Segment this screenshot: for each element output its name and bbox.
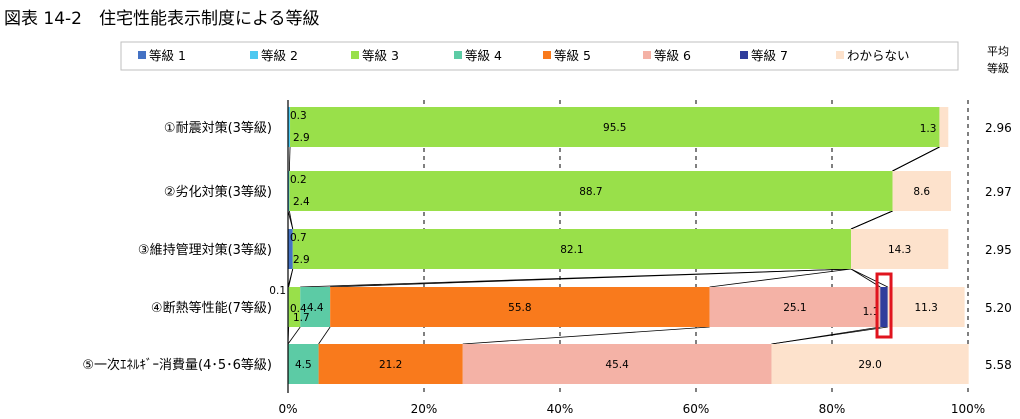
bar-segment [330, 287, 710, 327]
legend-label: 等級 2 [261, 48, 298, 63]
legend-swatch [250, 51, 258, 59]
legend-label: 等級 5 [554, 48, 591, 63]
avg-header: 平均 [987, 45, 1009, 58]
data-label: 45.4 [605, 359, 629, 371]
legend-label: 等級 4 [465, 48, 502, 63]
legend-label: 等級 6 [654, 48, 691, 63]
data-label: 2.9 [293, 254, 310, 266]
category-label: ④断熱等性能(7等級) [151, 300, 272, 316]
data-label: 95.5 [603, 122, 626, 134]
bar-segment [289, 171, 893, 211]
x-tick-label: 80% [819, 402, 846, 416]
bar-segment [288, 107, 291, 147]
legend-swatch [138, 51, 146, 59]
avg-header: 等級 [987, 61, 1009, 75]
series-line [850, 268, 888, 288]
series-line [330, 268, 852, 288]
bar-segment [709, 287, 881, 327]
legend-label: 等級 1 [149, 48, 186, 63]
data-label: 1.3 [920, 123, 937, 135]
legend-swatch [543, 51, 551, 59]
series-line [318, 326, 331, 345]
figure-title: 図表 14-2 住宅性能表示制度による等級 [4, 9, 320, 29]
series-line [288, 210, 294, 230]
data-label: 8.6 [913, 186, 930, 198]
legend-swatch [740, 51, 748, 59]
series-line [892, 146, 940, 172]
legend-label: 等級 3 [362, 48, 399, 63]
data-label: 0.1 [269, 285, 286, 297]
data-label: 4.5 [295, 359, 312, 371]
bar-segment [880, 287, 888, 327]
series-line [462, 326, 710, 345]
bar-segment [292, 229, 852, 269]
bar-segment [939, 107, 949, 147]
bar-segment [771, 344, 969, 384]
data-label: 82.1 [560, 244, 583, 256]
bar-segment [887, 287, 965, 327]
category-label: ⑤一次ｴﾈﾙｷﾞｰ消費量(4･5･6等級) [82, 357, 272, 373]
avg-grade: 5.20 [985, 301, 1012, 315]
data-label: 1.7 [293, 312, 310, 324]
data-label: 55.8 [508, 302, 531, 314]
category-label: ②劣化対策(3等級) [164, 184, 272, 200]
data-label: 21.2 [379, 359, 402, 371]
highlight-box [875, 272, 893, 339]
data-label: 14.3 [888, 244, 911, 256]
data-label: 2.9 [293, 132, 310, 144]
bar-segment [290, 107, 940, 147]
bar-segment [851, 229, 949, 269]
bar-segment [318, 344, 463, 384]
series-line [287, 326, 301, 345]
avg-grade: 2.97 [985, 185, 1012, 199]
legend-label: 等級 7 [751, 48, 788, 63]
data-label: 25.1 [783, 302, 806, 314]
x-tick-label: 100% [951, 402, 985, 416]
legend-swatch [454, 51, 462, 59]
bar-segment [892, 171, 951, 211]
series-line [850, 268, 881, 288]
category-label: ③維持管理対策(3等級) [138, 242, 272, 258]
bar-segment [288, 171, 290, 211]
bar-segment [288, 344, 319, 384]
series-line [288, 146, 291, 172]
data-label: 11.3 [914, 302, 937, 314]
x-tick-label: 60% [683, 402, 710, 416]
bar-segment [288, 287, 301, 327]
avg-grade: 2.96 [985, 121, 1012, 135]
legend-box [120, 41, 959, 71]
bar-segment [462, 344, 772, 384]
data-label: 0.4 [290, 303, 307, 315]
series-line [709, 268, 852, 288]
x-tick-label: 40% [547, 402, 574, 416]
legend-swatch [836, 51, 844, 59]
data-label: 29.0 [858, 359, 881, 371]
bar-segment [288, 229, 293, 269]
legend-swatch [643, 51, 651, 59]
series-line [850, 210, 893, 230]
legend-swatch [351, 51, 359, 59]
data-label: 2.4 [293, 196, 310, 208]
data-label: 1.1 [863, 306, 880, 318]
data-label: 4.4 [307, 302, 324, 314]
x-tick-label: 0% [278, 402, 297, 416]
data-label: 0.2 [290, 174, 307, 186]
data-label: 0.3 [290, 110, 307, 122]
series-line [288, 268, 294, 288]
bar-segment [300, 287, 331, 327]
category-label: ①耐震対策(3等級) [164, 120, 272, 136]
avg-grade: 2.95 [985, 243, 1012, 257]
series-line [771, 326, 888, 345]
x-tick-label: 20% [411, 402, 438, 416]
data-label: 88.7 [579, 186, 602, 198]
avg-grade: 5.58 [985, 358, 1012, 372]
legend-label: わからない [847, 48, 910, 63]
data-label: 0.7 [290, 232, 307, 244]
